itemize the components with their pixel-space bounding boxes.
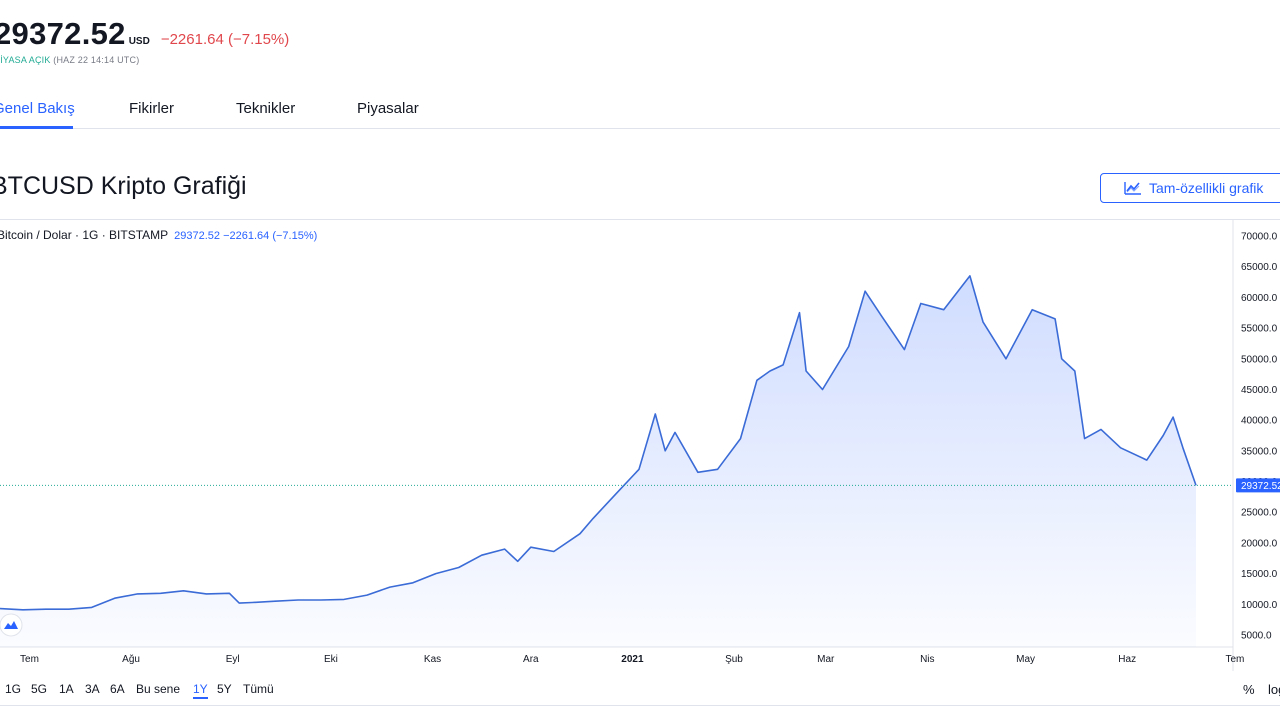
y-tick-label: 25000.0 (1241, 508, 1278, 519)
percent-scale-toggle[interactable]: % (1243, 682, 1255, 697)
x-tick-label: Ağu (122, 654, 140, 665)
range-5y[interactable]: 5Y (217, 682, 232, 696)
tab-ideas[interactable]: Fikirler (129, 100, 174, 117)
x-tick-label: Mar (817, 654, 835, 665)
chart-container (0, 219, 1280, 706)
tradingview-cloud-icon[interactable] (0, 613, 23, 637)
market-status: PİYASA AÇIK (0, 55, 51, 65)
y-tick-label: 65000.0 (1241, 262, 1278, 273)
y-tick-label: 50000.0 (1241, 354, 1278, 365)
tab-markets[interactable]: Piyasalar (357, 100, 419, 117)
x-tick-label: Eki (324, 654, 338, 665)
last-price-label: 29372.52 (1241, 481, 1280, 492)
tab-technicals[interactable]: Teknikler (236, 100, 296, 117)
y-tick-label: 15000.0 (1241, 569, 1278, 580)
x-tick-label: 2021 (621, 654, 644, 665)
tab-bar: Genel Bakış Fikirler Teknikler Piyasalar (0, 88, 1280, 129)
x-tick-label: Ara (523, 654, 539, 665)
range-5d[interactable]: 5G (31, 682, 48, 696)
price-line-series (0, 275, 1197, 611)
x-tick-label: Tem (20, 654, 39, 665)
y-tick-label: 60000.0 (1241, 293, 1278, 304)
range-3m[interactable]: 3A (85, 682, 100, 696)
y-tick-label: 45000.0 (1241, 385, 1278, 396)
x-tick-label: May (1016, 654, 1035, 665)
price-header: 29372.52 USD −2261.64 (−7.15%) (0, 16, 289, 52)
price-axis[interactable]: 70000.0 65000.0 60000.0 55000.0 50000.0 45000… (1241, 232, 1278, 642)
x-tick-label: Haz (1118, 654, 1136, 665)
price-change: −2261.64 (−7.15%) (160, 31, 290, 48)
range-1d[interactable]: 1G (5, 682, 22, 696)
y-tick-label: 10000.0 (1241, 600, 1278, 611)
range-all[interactable]: Tümü (243, 682, 274, 696)
x-tick-label: Şub (725, 654, 743, 665)
x-tick-label: Kas (424, 654, 441, 665)
legend-values: 29372.52 −2261.64 (−7.15%) (174, 230, 318, 242)
current-price: 29372.52 (0, 16, 126, 51)
chart-legend: Bitcoin / Dolar · 1G · BITSTAMP 29372.52 … (0, 228, 317, 242)
range-1m[interactable]: 1A (59, 682, 74, 696)
y-tick-label: 5000.0 (1241, 631, 1272, 642)
price-chart[interactable]: 70000.0 65000.0 60000.0 55000.0 50000.0 45000… (0, 219, 1280, 671)
y-tick-label: 35000.0 (1241, 446, 1278, 457)
legend-symbol: Bitcoin / Dolar · 1G · BITSTAMP (0, 228, 169, 242)
x-tick-label: Nis (920, 654, 934, 665)
full-chart-button-label: Tam-özellikli grafik (1149, 180, 1264, 196)
range-selector: 1G 5G 1A 3A 6A Bu sene 1Y 5Y Tümü % log (0, 680, 1280, 702)
y-tick-label: 70000.0 (1241, 232, 1278, 243)
x-tick-label: Tem (1225, 654, 1244, 665)
area-fill (0, 275, 1196, 647)
range-1y[interactable]: 1Y (193, 682, 208, 699)
range-ytd[interactable]: Bu sene (136, 682, 181, 696)
y-tick-label: 20000.0 (1241, 538, 1278, 549)
full-chart-button[interactable]: Tam-özellikli grafik (1100, 173, 1280, 203)
tab-overview[interactable]: Genel Bakış (0, 100, 75, 117)
log-scale-toggle[interactable]: log (1268, 682, 1280, 697)
chart-line-icon (1124, 182, 1141, 195)
y-tick-label: 40000.0 (1241, 416, 1278, 427)
x-tick-label: Eyl (226, 654, 240, 665)
active-tab-indicator (0, 126, 73, 129)
y-tick-label: 55000.0 (1241, 324, 1278, 335)
range-6m[interactable]: 6A (110, 682, 125, 696)
status-timestamp: (HAZ 22 14:14 UTC) (53, 55, 140, 65)
market-status-line: PİYASA AÇIK (HAZ 22 14:14 UTC) (0, 55, 139, 65)
currency-label: USD (128, 36, 150, 47)
section-title: BTCUSD Kripto Grafiği (0, 172, 247, 200)
time-axis[interactable]: Tem Ağu Eyl Eki Kas Ara 2021 Şub Mar Nis May Haz Tem (20, 654, 1244, 665)
last-price-tag: 29372.52 (1236, 478, 1280, 493)
